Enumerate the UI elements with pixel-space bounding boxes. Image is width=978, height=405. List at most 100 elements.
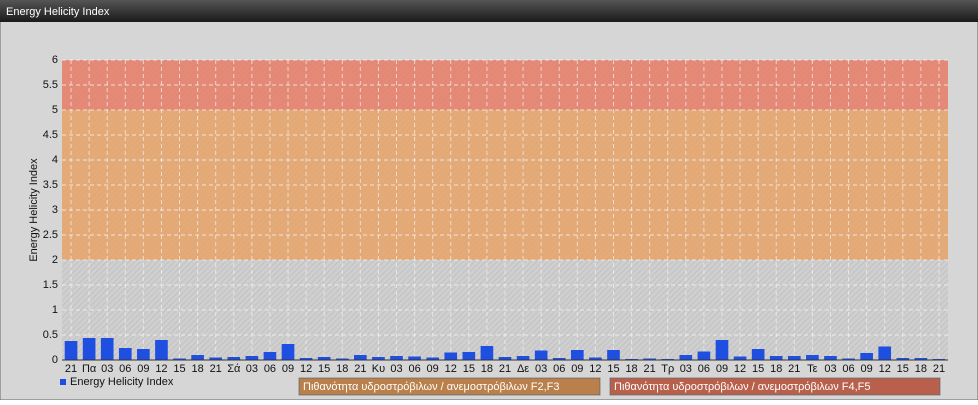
bar [787, 356, 801, 360]
y-tick-label: 0.5 [43, 329, 58, 341]
x-tick-label: 09 [427, 363, 439, 375]
x-tick-label: 21 [499, 363, 511, 375]
bar [263, 352, 277, 360]
x-tick-label: 15 [318, 363, 330, 375]
x-tick-label: 09 [282, 363, 294, 375]
x-tick-label: 06 [553, 363, 565, 375]
bar [118, 348, 132, 360]
bar [426, 357, 440, 360]
x-tick-label: 06 [119, 363, 131, 375]
x-tick-label: 21 [933, 363, 945, 375]
bar [860, 353, 873, 360]
x-tick-label: 03 [101, 363, 113, 375]
x-tick-label: Πα [82, 363, 97, 375]
band-legend-shade [299, 378, 600, 395]
y-tick-label: 3.5 [43, 179, 58, 191]
bar [173, 358, 186, 360]
bar [769, 356, 783, 360]
bar [842, 358, 855, 360]
bar [679, 355, 693, 360]
band-legend-box [298, 377, 601, 396]
x-tick-label: 03 [390, 363, 402, 375]
x-tick-label: 21 [354, 363, 366, 375]
bar [570, 350, 584, 360]
bar [82, 338, 96, 360]
x-tick-label: Δε [517, 363, 529, 375]
bar [534, 350, 548, 360]
x-tick-label: 09 [716, 363, 728, 375]
bar [806, 355, 819, 360]
x-tick-label: 09 [571, 363, 583, 375]
x-tick-label: 03 [680, 363, 692, 375]
band-legend-label: Πιθανότητα υδροστρόβιλων / ανεμοστρόβιλω… [614, 381, 871, 393]
x-tick-label: 21 [65, 363, 77, 375]
y-tick-label: 2 [52, 254, 58, 266]
x-tick-label: Σά [227, 363, 241, 375]
bar [751, 349, 765, 360]
y-tick-label: 2.5 [43, 229, 58, 241]
x-tick-label: 21 [644, 363, 656, 375]
x-tick-label: 18 [336, 363, 348, 375]
y-tick-label: 3 [52, 204, 58, 216]
bar [878, 346, 892, 360]
bar [896, 358, 910, 360]
bars [64, 338, 946, 360]
bar [155, 340, 168, 360]
bar [100, 338, 114, 360]
x-tick-label: 12 [155, 363, 167, 375]
band-legend-box [609, 377, 941, 396]
x-tick-label: 18 [625, 363, 637, 375]
x-tick-label: 12 [445, 363, 457, 375]
bar [64, 341, 78, 360]
x-tick-label: 15 [173, 363, 185, 375]
bar [516, 356, 530, 360]
bar [444, 352, 458, 360]
bar [299, 358, 313, 360]
bar [643, 358, 656, 360]
bar [390, 356, 403, 360]
bar [335, 358, 349, 360]
bar [245, 356, 259, 360]
x-tick-label: Τρ [661, 363, 674, 375]
x-tick-label: 18 [770, 363, 782, 375]
x-tick-label: 03 [246, 363, 258, 375]
x-tick-label: 09 [137, 363, 149, 375]
bar [462, 352, 476, 360]
window-title: Energy Helicity Index [6, 6, 110, 18]
x-tick-label: 06 [842, 363, 854, 375]
bar [498, 357, 512, 360]
bar [372, 357, 385, 360]
x-tick-label: 03 [535, 363, 547, 375]
bar [354, 355, 367, 360]
bar [227, 357, 241, 360]
bar [552, 358, 566, 360]
bar [589, 357, 602, 360]
x-tick-label: 12 [734, 363, 746, 375]
y-tick-label: 5.5 [43, 79, 58, 91]
y-tick-label: 0 [52, 354, 58, 366]
bar [715, 340, 729, 360]
y-tick-label: 1 [52, 304, 58, 316]
bar [914, 358, 928, 360]
bar [281, 344, 295, 360]
y-tick-label: 4 [52, 154, 58, 166]
x-tick-label: 21 [788, 363, 800, 375]
bar [480, 346, 494, 360]
x-tick-label: 06 [408, 363, 420, 375]
x-tick-label: 15 [897, 363, 909, 375]
title-bar [0, 0, 978, 22]
x-tick-label: 12 [589, 363, 601, 375]
bar [137, 349, 150, 360]
x-tick-label: 06 [698, 363, 710, 375]
bar [209, 357, 223, 360]
y-tick-label: 1.5 [43, 279, 58, 291]
x-tick-label: 18 [481, 363, 493, 375]
x-tick-label: 03 [824, 363, 836, 375]
x-tick-label: 12 [879, 363, 891, 375]
bar [408, 356, 421, 360]
x-tick-label: 15 [752, 363, 764, 375]
band-legend-label: Πιθανότητα υδροστρόβιλων / ανεμοστρόβιλω… [303, 381, 560, 393]
y-axis-label: Energy Helicity Index [28, 158, 40, 262]
